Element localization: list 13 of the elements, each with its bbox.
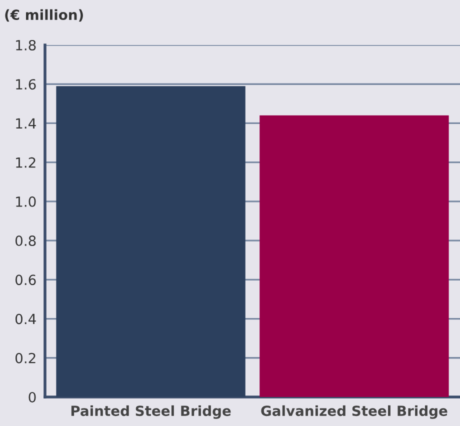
y-tick-label: 1.6: [16, 79, 36, 90]
y-tick-label: 1.8: [16, 40, 36, 50]
y-tick-label: 0.2: [15, 352, 36, 364]
y-tick-label: 1.4: [16, 118, 36, 128]
y-tick-label: 1.2: [16, 157, 36, 168]
y-tick-label: 0: [28, 392, 36, 402]
y-tick-label: 0.8: [15, 236, 36, 246]
x-tick-label: Painted Steel Bridge: [71, 405, 231, 419]
y-tick-label: 0.6: [15, 274, 36, 286]
y-tick-label: 0.4: [15, 314, 36, 324]
y-tick-label: 1.0: [16, 196, 36, 207]
x-tick-label: Galvanized Steel Bridge: [261, 405, 448, 419]
y-axis-title: (€ million): [5, 9, 83, 22]
